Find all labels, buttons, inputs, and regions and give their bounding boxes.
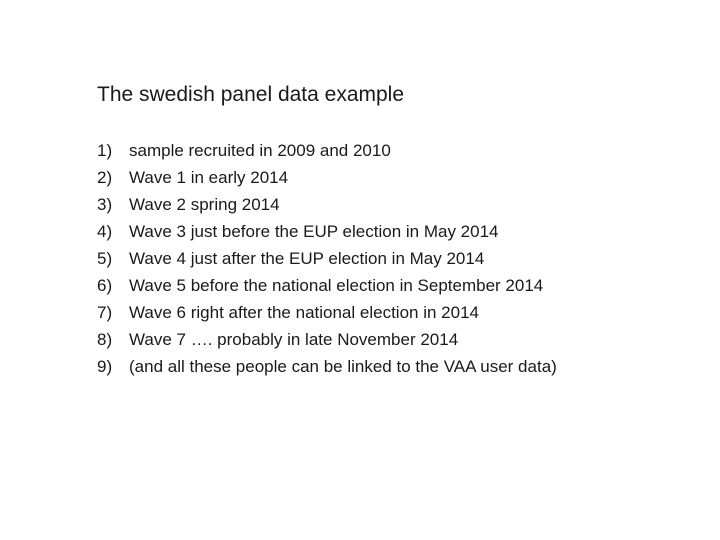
list-item-number: 2)	[97, 167, 113, 187]
list-item: 4) Wave 3 just before the EUP election i…	[97, 218, 557, 245]
list-item-text: Wave 4 just after the EUP election in Ma…	[129, 248, 485, 268]
list-item-number: 9)	[97, 356, 113, 376]
list-item-number: 1)	[97, 140, 113, 160]
list-item-number: 4)	[97, 221, 113, 241]
list-item-text: sample recruited in 2009 and 2010	[129, 140, 391, 160]
list-item-number: 6)	[97, 275, 113, 295]
list-item-text: Wave 6 right after the national election…	[129, 302, 479, 322]
list-item: 2) Wave 1 in early 2014	[97, 164, 557, 191]
list-item-number: 7)	[97, 302, 113, 322]
list-item-number: 8)	[97, 329, 113, 349]
slide-title: The swedish panel data example	[97, 83, 405, 106]
list-item-text: Wave 5 before the national election in S…	[129, 275, 544, 295]
list-item-number: 5)	[97, 248, 113, 268]
list-item: 9) (and all these people can be linked t…	[97, 353, 557, 380]
list-item: 5) Wave 4 just after the EUP election in…	[97, 245, 557, 272]
list-item-text: Wave 2 spring 2014	[129, 194, 280, 214]
list-item: 1) sample recruited in 2009 and 2010	[97, 137, 557, 164]
list-item-text: Wave 1 in early 2014	[129, 167, 289, 187]
list-item: 8) Wave 7 …. probably in late November 2…	[97, 326, 557, 353]
list-item-text: (and all these people can be linked to t…	[129, 356, 557, 376]
list-item-text: Wave 7 …. probably in late November 2014	[129, 329, 459, 349]
numbered-list: 1) sample recruited in 2009 and 2010 2) …	[97, 137, 557, 380]
list-item: 7) Wave 6 right after the national elect…	[97, 299, 557, 326]
list-item: 6) Wave 5 before the national election i…	[97, 272, 557, 299]
list-item-number: 3)	[97, 194, 113, 214]
list-item-text: Wave 3 just before the EUP election in M…	[129, 221, 499, 241]
list-item: 3) Wave 2 spring 2014	[97, 191, 557, 218]
